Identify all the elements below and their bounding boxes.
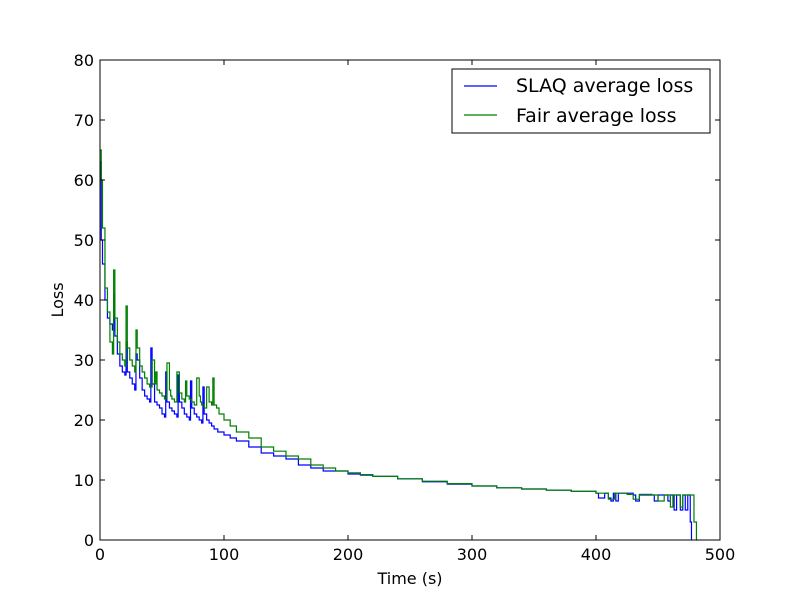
y-tick-label: 80 xyxy=(74,51,94,70)
legend-label-fair: Fair average loss xyxy=(516,105,676,127)
y-tick-label: 50 xyxy=(74,231,94,250)
y-tick-label: 20 xyxy=(74,411,94,430)
y-axis-title: Loss xyxy=(48,282,67,317)
y-tick-label: 30 xyxy=(74,351,94,370)
y-tick-label: 70 xyxy=(74,111,94,130)
y-tick-label: 0 xyxy=(84,531,94,550)
x-tick-label: 200 xyxy=(333,545,364,564)
y-tick-label: 40 xyxy=(74,291,94,310)
series-layer xyxy=(100,149,698,541)
x-tick-label: 300 xyxy=(457,545,488,564)
ticks-layer: 0 100 200 300 400 500 0 10 20 30 40 50 60 70 80 xyxy=(74,51,736,564)
x-axis-title: Time (s) xyxy=(376,569,442,588)
x-tick-label: 400 xyxy=(581,545,612,564)
legend-label-slaq: SLAQ average loss xyxy=(516,75,693,97)
legend: SLAQ average loss Fair average loss xyxy=(451,68,711,134)
y-tick-label: 10 xyxy=(74,471,94,490)
series-line-fair xyxy=(100,149,698,541)
x-tick-label: 100 xyxy=(209,545,240,564)
x-tick-label: 0 xyxy=(95,545,105,564)
x-tick-label: 500 xyxy=(705,545,736,564)
legend-box xyxy=(451,68,711,134)
y-tick-label: 60 xyxy=(74,171,94,190)
